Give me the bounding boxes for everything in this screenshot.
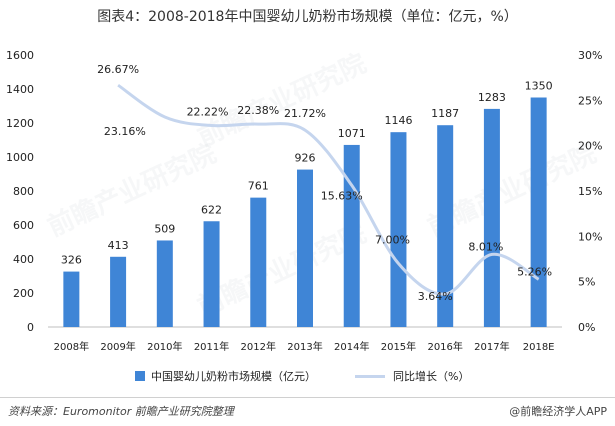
x-tick-label: 2011年 <box>194 340 229 353</box>
chart-title: 图表4：2008-2018年中国婴幼儿奶粉市场规模（单位：亿元，%） <box>97 9 518 25</box>
growth-line <box>117 83 540 296</box>
bar <box>63 271 80 327</box>
bar-value-label: 1187 <box>431 107 459 120</box>
y-right-tick-label: 15% <box>578 185 602 198</box>
bar-value-label: 413 <box>108 239 129 252</box>
bar <box>530 97 547 327</box>
bar-value-label: 926 <box>295 152 316 165</box>
legend-bar-swatch <box>135 371 145 381</box>
y-right-tick-label: 20% <box>578 140 602 153</box>
x-tick-label: 2012年 <box>241 340 276 353</box>
source-note: 资料来源：Euromonitor 前瞻产业研究院整理 <box>8 405 234 418</box>
x-tick-label: 2008年 <box>54 340 89 353</box>
legend: 中国婴幼儿奶粉市场规模（亿元） 同比增长（%） <box>0 368 615 386</box>
growth-value-label: 7.00% <box>375 234 410 247</box>
bar <box>297 169 313 327</box>
x-tick-label: 2009年 <box>100 340 135 353</box>
bar-value-label: 1350 <box>525 80 553 93</box>
bar-value-label: 326 <box>61 254 82 267</box>
y-left-tick-label: 600 <box>13 219 34 232</box>
growth-value-label: 26.67% <box>97 63 139 76</box>
legend-label-bars: 中国婴幼儿奶粉市场规模（亿元） <box>151 370 316 383</box>
bar-value-label: 761 <box>248 180 269 193</box>
bar-value-label: 509 <box>154 222 175 235</box>
bar-value-label: 1283 <box>478 91 506 104</box>
legend-item-line: 同比增长（%） <box>355 368 469 384</box>
x-tick-label: 2017年 <box>474 340 509 353</box>
bar <box>250 197 267 327</box>
bar <box>483 108 500 327</box>
y-right-tick-label: 5% <box>578 276 595 289</box>
bar <box>110 256 127 327</box>
y-left-tick-label: 800 <box>13 185 34 198</box>
bar <box>437 125 454 328</box>
y-left-tick-label: 1200 <box>6 117 34 130</box>
y-left-tick-label: 1400 <box>6 83 34 96</box>
bar <box>343 144 360 327</box>
x-tick-label: 2014年 <box>334 340 369 353</box>
bar-value-label: 1071 <box>338 127 366 140</box>
y-left-tick-label: 0 <box>27 321 34 334</box>
x-tick-label: 2018E <box>523 342 555 353</box>
growth-value-label: 23.16% <box>104 125 146 138</box>
growth-value-label: 15.63% <box>321 189 363 202</box>
bar-value-label: 622 <box>201 203 222 216</box>
growth-value-label: 21.72% <box>284 107 326 120</box>
bar-value-label: 1146 <box>384 114 412 127</box>
combo-chart: 0 200 400 600 800 1000 1200 1400 1600 0% 5% 10% 15% 2… <box>6 49 602 353</box>
bar <box>156 240 173 327</box>
growth-value-label: 22.22% <box>187 106 229 119</box>
legend-label-line: 同比增长（%） <box>393 370 470 383</box>
y-left-tick-label: 1000 <box>6 151 34 164</box>
x-tick-label: 2010年 <box>147 340 182 353</box>
legend-item-bars: 中国婴幼儿奶粉市场规模（亿元） <box>135 368 316 384</box>
brand-credit: @前瞻经济学人APP <box>509 405 607 418</box>
y-right-tick-label: 10% <box>578 230 602 243</box>
y-left-tick-label: 1600 <box>6 49 34 62</box>
growth-value-label: 5.26% <box>517 265 552 278</box>
x-tick-label: 2013年 <box>287 340 322 353</box>
bar <box>203 221 220 327</box>
growth-value-label: 3.64% <box>418 290 453 303</box>
y-left-tick-label: 200 <box>13 287 34 300</box>
footer-divider <box>0 397 615 398</box>
growth-value-label: 8.01% <box>468 240 503 253</box>
y-right-tick-label: 30% <box>578 49 602 62</box>
x-tick-label: 2016年 <box>427 340 462 353</box>
x-tick-label: 2015年 <box>381 340 416 353</box>
growth-value-label: 22.38% <box>237 104 279 117</box>
bar <box>390 132 407 327</box>
y-left-tick-label: 400 <box>13 253 34 266</box>
y-right-tick-label: 0% <box>578 321 595 334</box>
y-right-tick-label: 25% <box>578 94 602 107</box>
legend-line-swatch <box>355 374 385 378</box>
